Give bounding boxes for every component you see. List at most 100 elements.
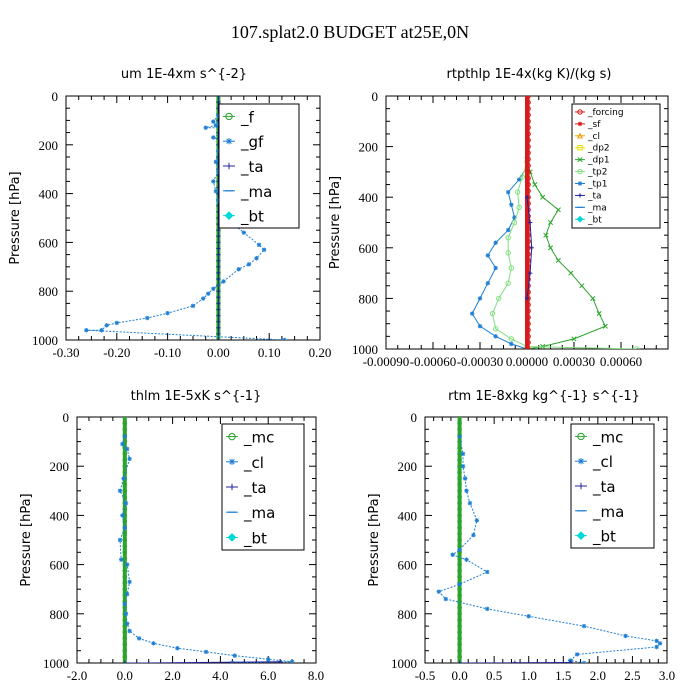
data-point xyxy=(211,119,216,124)
panel-title-thlm: thlm 1E-5xK s^{-1} xyxy=(131,389,262,404)
data-point xyxy=(282,337,287,340)
data-point xyxy=(516,204,522,211)
data-point xyxy=(457,574,462,580)
legend-label: _mc xyxy=(243,429,274,448)
x-tick-label: -0.20 xyxy=(103,345,130,360)
data-point xyxy=(464,488,469,493)
data-point xyxy=(216,332,221,336)
legend: _mc _cl _ta _ma _bt xyxy=(570,423,655,549)
data-point xyxy=(213,188,219,194)
data-point xyxy=(506,227,511,233)
panel-rtpthlp: rtpthlp 1E-4x(kg K)/(kg s) 0 200 400 600 800… xyxy=(328,67,669,369)
legend-label: _ma xyxy=(587,203,607,213)
data-point xyxy=(516,177,522,182)
x-tick-label: 0.0 xyxy=(117,668,133,683)
x-tick-label: 6.0 xyxy=(260,668,276,683)
data-point xyxy=(457,586,462,592)
data-point xyxy=(124,591,130,597)
data-point xyxy=(211,179,216,184)
x-tick-label: 0.00030 xyxy=(553,354,595,369)
data-point xyxy=(457,617,462,623)
data-point xyxy=(123,500,129,506)
series-group xyxy=(117,417,295,663)
data-point xyxy=(654,638,659,644)
data-point xyxy=(581,660,587,663)
legend-label: _tp1 xyxy=(587,180,607,190)
data-point xyxy=(485,281,491,286)
y-axis-label: Pressure [hPa] xyxy=(19,493,34,586)
data-point xyxy=(526,96,531,99)
data-point xyxy=(526,182,531,187)
data-point xyxy=(526,302,531,308)
data-point xyxy=(216,295,221,300)
data-point xyxy=(457,439,462,444)
data-point xyxy=(190,303,196,309)
data-point xyxy=(574,652,580,657)
data-point xyxy=(457,623,462,629)
y-tick-label: 400 xyxy=(398,508,418,523)
data-point xyxy=(84,328,89,333)
x-tick-label: 0.10 xyxy=(258,345,281,360)
data-point xyxy=(216,265,221,269)
legend-label: _bt xyxy=(587,215,602,225)
x-tick-label: 1.0 xyxy=(521,668,537,683)
data-point xyxy=(457,611,462,617)
data-point xyxy=(485,253,491,258)
x-tick-label: 0.0 xyxy=(451,668,467,683)
data-point xyxy=(526,150,531,156)
data-point xyxy=(571,336,577,342)
data-point xyxy=(457,500,462,506)
data-point xyxy=(540,194,546,200)
data-point xyxy=(122,427,128,432)
y-axis-label: Pressure [hPa] xyxy=(367,493,382,586)
data-point xyxy=(457,562,462,567)
data-point xyxy=(477,324,483,329)
data-point xyxy=(216,148,221,154)
series-line-tp2 xyxy=(491,161,637,349)
data-point xyxy=(151,641,156,646)
data-point xyxy=(527,270,533,276)
data-point xyxy=(211,286,216,291)
data-point xyxy=(123,611,129,616)
data-point xyxy=(526,169,531,175)
data-point xyxy=(213,159,219,165)
data-point xyxy=(289,659,295,663)
data-point xyxy=(165,310,170,316)
legend-label: _ta xyxy=(592,478,616,497)
data-point xyxy=(175,646,180,651)
legend-label: _dp1 xyxy=(587,156,610,166)
x-tick-label: -0.10 xyxy=(154,345,181,360)
data-point xyxy=(99,328,104,333)
data-point xyxy=(120,441,125,447)
data-point xyxy=(122,601,127,607)
data-point xyxy=(508,336,515,342)
data-point xyxy=(526,258,531,263)
data-point xyxy=(506,189,511,195)
legend-label: _ma xyxy=(240,183,272,202)
data-point xyxy=(122,550,128,555)
panel-title-rtpthlp: rtpthlp 1E-4x(kg K)/(kg s) xyxy=(447,67,612,82)
data-point xyxy=(124,562,130,567)
data-point xyxy=(206,291,211,296)
data-point xyxy=(526,239,531,244)
data-point xyxy=(457,531,462,537)
y-tick-label: 400 xyxy=(39,187,59,202)
data-point xyxy=(200,296,206,301)
data-point xyxy=(241,230,246,235)
data-point xyxy=(122,531,128,537)
data-point xyxy=(485,569,490,575)
data-point xyxy=(203,649,209,655)
data-point xyxy=(122,660,127,663)
data-point xyxy=(236,267,241,272)
data-point xyxy=(221,279,226,284)
data-point xyxy=(457,605,462,610)
legend-label: _cl xyxy=(587,132,600,142)
data-point xyxy=(122,568,128,574)
y-tick-label: 1000 xyxy=(43,656,69,671)
legend-box xyxy=(571,103,661,229)
y-axis-label: Pressure [hPa] xyxy=(328,176,343,269)
legend-label: _ta xyxy=(243,479,267,498)
data-point xyxy=(471,532,476,538)
data-point xyxy=(216,277,221,281)
data-point xyxy=(529,245,534,250)
